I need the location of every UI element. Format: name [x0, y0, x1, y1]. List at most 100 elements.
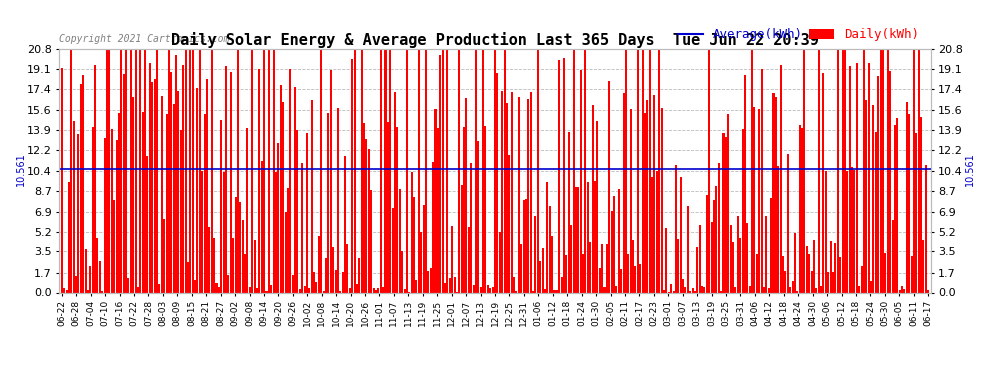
Bar	[192, 49, 194, 292]
Bar	[601, 244, 603, 292]
Bar	[294, 87, 296, 292]
Bar	[116, 140, 118, 292]
Bar	[546, 182, 548, 292]
Bar	[328, 113, 330, 292]
Bar	[823, 73, 825, 292]
Bar	[904, 290, 906, 292]
Bar	[325, 258, 327, 292]
Bar	[775, 97, 777, 292]
Bar	[799, 125, 801, 292]
Bar	[494, 49, 496, 292]
Bar	[130, 49, 132, 292]
Bar	[206, 79, 208, 292]
Bar	[365, 139, 367, 292]
Bar	[440, 55, 442, 292]
Bar	[416, 279, 418, 292]
Bar	[101, 291, 103, 292]
Bar	[296, 130, 298, 292]
Bar	[363, 123, 365, 292]
Bar	[544, 289, 546, 292]
Bar	[420, 231, 422, 292]
Bar	[284, 211, 286, 292]
Bar	[201, 171, 203, 292]
Bar	[551, 236, 553, 292]
Bar	[346, 244, 348, 292]
Bar	[151, 82, 153, 292]
Bar	[277, 142, 279, 292]
Bar	[237, 49, 239, 292]
Bar	[384, 49, 386, 292]
Bar	[356, 284, 358, 292]
Bar	[577, 187, 579, 292]
Bar	[189, 49, 191, 292]
Bar	[855, 63, 857, 292]
Bar	[606, 244, 608, 292]
Bar	[404, 289, 406, 292]
Bar	[918, 49, 920, 292]
Bar	[253, 240, 255, 292]
Bar	[72, 121, 74, 292]
Bar	[158, 284, 160, 292]
Bar	[240, 202, 242, 292]
Bar	[401, 251, 403, 292]
Bar	[767, 288, 770, 292]
Bar	[380, 49, 382, 292]
Bar	[465, 98, 467, 292]
Bar	[242, 220, 244, 292]
Bar	[589, 242, 591, 292]
Bar	[608, 81, 610, 292]
Bar	[506, 103, 508, 292]
Bar	[618, 189, 620, 292]
Bar	[720, 291, 722, 292]
Bar	[811, 272, 813, 292]
Bar	[348, 288, 350, 292]
Bar	[525, 200, 527, 292]
Bar	[140, 49, 142, 292]
Bar	[96, 238, 98, 292]
Bar	[689, 291, 691, 292]
Bar	[287, 189, 289, 292]
Bar	[196, 88, 198, 292]
Bar	[496, 73, 498, 292]
Bar	[851, 167, 853, 292]
Bar	[548, 206, 550, 292]
Bar	[289, 69, 291, 292]
Bar	[396, 128, 398, 292]
Bar	[375, 290, 377, 292]
Bar	[260, 160, 262, 292]
Bar	[308, 288, 310, 292]
Bar	[245, 254, 247, 292]
Bar	[818, 49, 820, 292]
Bar	[316, 282, 318, 292]
Bar	[742, 129, 743, 292]
Bar	[432, 162, 435, 292]
Bar	[106, 49, 108, 292]
Bar	[616, 286, 618, 292]
Text: 10.561: 10.561	[16, 152, 26, 186]
Bar	[413, 197, 415, 292]
Bar	[718, 163, 720, 292]
Bar	[311, 100, 313, 292]
Bar	[655, 171, 658, 292]
Bar	[530, 92, 532, 292]
Bar	[80, 84, 82, 292]
Bar	[272, 49, 274, 292]
Bar	[265, 291, 267, 292]
Bar	[248, 287, 250, 292]
Bar	[848, 66, 850, 292]
Bar	[118, 113, 120, 292]
Bar	[508, 155, 510, 292]
Bar	[63, 288, 65, 292]
Bar	[728, 114, 730, 292]
Bar	[504, 50, 506, 292]
Text: Copyright 2021 Cartronics.com: Copyright 2021 Cartronics.com	[59, 34, 230, 44]
Bar	[458, 49, 460, 292]
Bar	[925, 165, 927, 292]
Bar	[446, 49, 448, 292]
Bar	[313, 272, 315, 292]
Bar	[435, 109, 437, 292]
Bar	[182, 65, 184, 292]
Bar	[340, 291, 342, 292]
Bar	[160, 96, 162, 292]
Bar	[635, 266, 637, 292]
